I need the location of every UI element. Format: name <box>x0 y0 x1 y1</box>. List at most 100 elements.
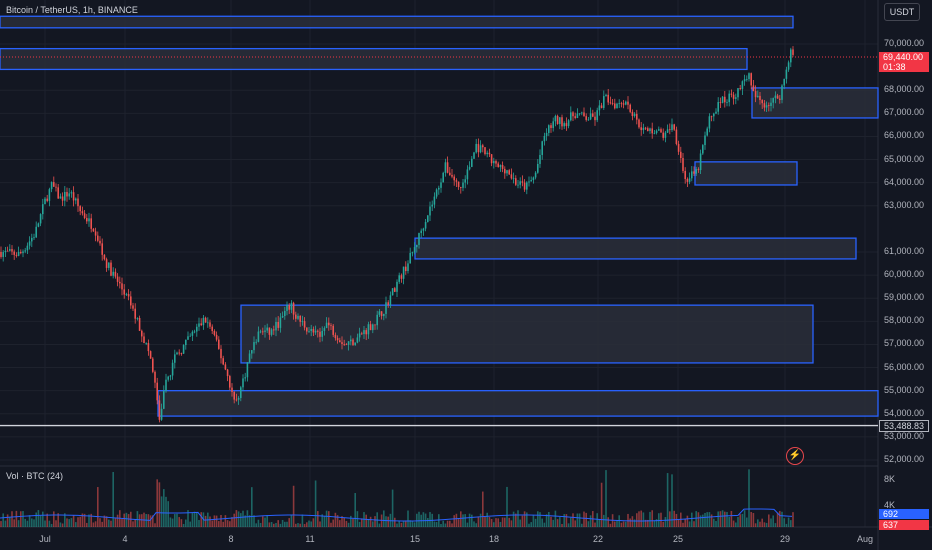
candle-body <box>710 116 713 118</box>
candle-body <box>288 305 290 310</box>
volume-bar <box>15 510 18 527</box>
volume-bar <box>288 518 290 527</box>
volume-bar <box>299 523 301 527</box>
volume-bar <box>99 518 101 527</box>
volume-bar <box>528 523 530 527</box>
candle-body <box>554 115 557 122</box>
candle-body <box>598 105 601 111</box>
candle-body <box>158 400 161 420</box>
candle-body <box>354 342 356 346</box>
volume-bar <box>138 514 141 527</box>
volume-bar <box>244 515 246 527</box>
volume-bar <box>292 485 295 527</box>
volume-bar <box>53 511 55 527</box>
volume-bar <box>88 514 90 527</box>
candle-body <box>552 121 554 128</box>
volume-bar <box>693 521 695 527</box>
candle-body <box>185 339 187 346</box>
candle-body <box>347 341 350 345</box>
candle-body <box>356 337 359 343</box>
volume-bar <box>336 515 339 527</box>
volume-bar <box>152 515 154 527</box>
volume-bar <box>644 519 647 527</box>
lightning-icon[interactable]: ⚡ <box>786 447 804 465</box>
volume-bar <box>552 519 554 527</box>
candle-body <box>178 352 180 354</box>
candle-body <box>15 254 18 256</box>
volume-bar <box>490 519 493 527</box>
candle-body <box>262 331 264 333</box>
candle-body <box>248 353 251 363</box>
volume-bar <box>86 522 88 527</box>
volume-bar <box>697 512 700 527</box>
symbol-title[interactable]: Bitcoin / TetherUS, 1h, BINANCE <box>6 5 138 15</box>
volume-bar <box>297 523 299 527</box>
volume-bar <box>508 517 510 527</box>
volume-bar <box>367 518 370 527</box>
price-axis-label: 59,000.00 <box>884 292 925 303</box>
volume-bar <box>427 518 429 527</box>
candle-body <box>44 198 46 205</box>
volume-bar <box>116 514 119 527</box>
candle-body <box>147 343 150 352</box>
candle-body <box>167 376 169 380</box>
candle-body <box>411 252 414 254</box>
volume-bar <box>609 523 612 527</box>
candle-body <box>479 145 482 153</box>
candle-body <box>328 322 330 326</box>
candle-body <box>407 263 409 272</box>
volume-bar <box>539 512 541 527</box>
volume-bar <box>372 521 374 527</box>
volume-bar <box>746 517 748 527</box>
candle-body <box>187 336 189 340</box>
candle-body <box>677 143 680 152</box>
candle-body <box>453 176 455 181</box>
volume-label[interactable]: Vol · BTC (24) <box>6 471 64 481</box>
volume-bar <box>501 517 504 527</box>
currency-button[interactable]: USDT <box>884 3 920 21</box>
candle-body <box>770 102 772 106</box>
volume-bar <box>275 522 277 527</box>
volume-bar <box>134 519 136 527</box>
candle-body <box>721 96 724 103</box>
volume-bar <box>622 521 625 527</box>
volume-bar <box>61 523 64 527</box>
volume-bar <box>218 521 220 527</box>
volume-bar <box>704 512 706 527</box>
candle-body <box>504 168 506 174</box>
candle-body <box>319 331 321 337</box>
candle-body <box>229 376 231 388</box>
candle-body <box>389 295 392 306</box>
candle-body <box>132 305 134 309</box>
candle-body <box>284 310 286 316</box>
volume-bar <box>554 510 557 527</box>
candle-body <box>693 171 695 174</box>
candle-body <box>737 88 739 98</box>
volume-bar <box>108 519 110 527</box>
volume-bar <box>226 520 229 527</box>
volume-bar <box>614 521 616 527</box>
volume-bar <box>123 513 125 527</box>
candle-body <box>268 327 271 335</box>
volume-bar <box>446 520 449 527</box>
volume-bar <box>28 515 31 527</box>
candle-body <box>224 364 227 370</box>
supply-demand-zone <box>240 304 814 364</box>
volume-bar <box>497 518 499 527</box>
volume-bar <box>691 512 693 527</box>
current-price: 69,440.00 <box>883 52 924 62</box>
volume-bar <box>31 518 33 527</box>
candle-body <box>270 329 273 335</box>
volume-bar <box>90 513 92 527</box>
candle-body <box>475 143 477 153</box>
candle-body <box>380 311 383 317</box>
volume-bar <box>556 519 559 527</box>
volume-bar <box>526 512 528 527</box>
candle-body <box>649 128 651 132</box>
candle-body <box>273 329 275 331</box>
candle-body <box>53 182 55 187</box>
price-axis-label: 68,000.00 <box>884 84 925 95</box>
volume-bar <box>462 514 464 527</box>
volume-bar <box>350 515 352 527</box>
